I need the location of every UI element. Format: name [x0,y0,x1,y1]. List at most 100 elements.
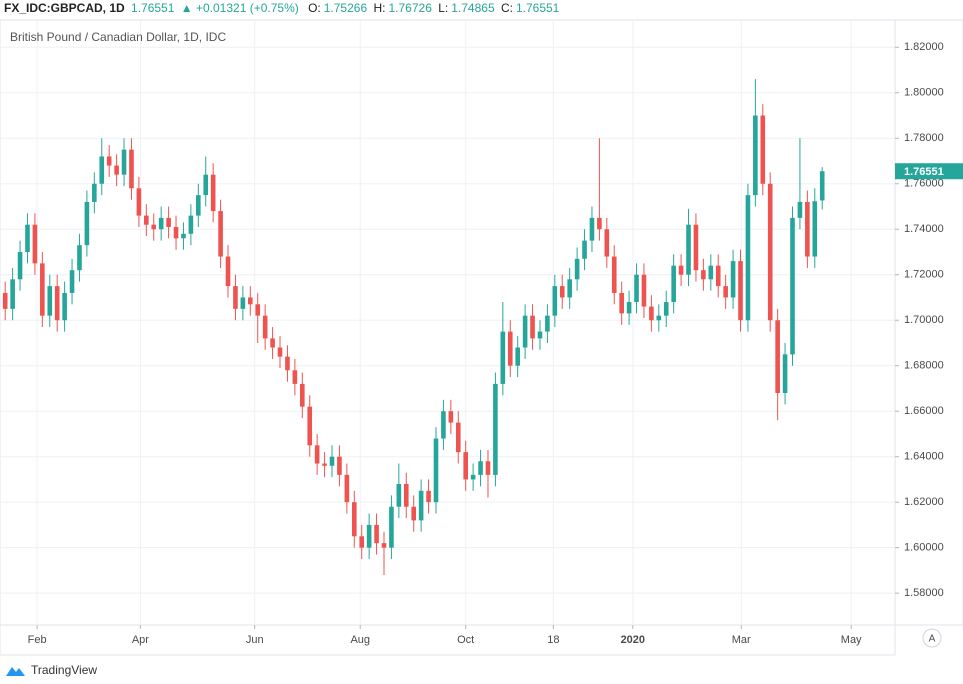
candle-body [819,171,825,201]
candle-body [775,320,780,394]
candle-body [567,279,572,298]
candle-body [240,297,246,309]
x-tick-label: Jun [246,634,264,646]
y-tick-label: 1.80000 [904,87,944,99]
candle-body [307,406,313,446]
candle-body [203,174,209,196]
candle-body [708,265,714,280]
candle-body [656,315,662,321]
candle-body [678,265,684,275]
candle-body [403,483,409,507]
symbol: FX_IDC:GBPCAD, 1D [4,1,125,15]
x-tick-label: Oct [457,634,474,646]
y-tick-label: 1.64000 [904,451,944,463]
candle-body [418,490,424,521]
candle-body [478,461,483,475]
candle-body [299,383,305,407]
candle-body [738,261,743,321]
candle-body [233,286,238,309]
candle-body [344,474,350,503]
candle-body [805,201,810,257]
candle-body [626,302,632,314]
candle-body [136,188,142,216]
candle-body [500,331,506,384]
candle-body [619,292,624,314]
y-tick-label: 1.74000 [904,223,944,235]
candle-body [84,201,90,246]
y-tick-label: 1.58000 [904,587,944,599]
plot-area [0,19,896,626]
candle-body [552,286,558,316]
open-value: 1.75266 [323,1,368,15]
candle-body [686,224,691,275]
candle-body [99,156,105,184]
candle-body [337,456,342,475]
y-tick-label: 1.68000 [904,360,944,372]
close-value: 1.76551 [515,1,560,15]
candle-body [32,224,38,264]
candle-body [812,201,818,257]
chart-subtitle: British Pound / Canadian Dollar, 1D, IDC [10,30,226,44]
candle-body [158,217,164,230]
candle-body [559,286,565,298]
candle-body [485,461,491,475]
brand-name[interactable]: TradingView [31,663,97,677]
y-tick-label: 1.62000 [904,496,944,508]
candle-body [463,452,468,480]
candle-body [649,306,654,321]
candle-body [433,438,439,503]
brand-logo[interactable] [6,667,25,676]
candle-body [389,506,394,548]
candle-body [173,226,179,239]
candle-body [545,315,550,332]
candle-body [225,256,231,287]
candle-body [611,256,617,293]
candle-body [270,338,275,348]
x-tick-label: Aug [350,634,370,646]
candle-body [40,263,45,316]
candle-body [210,174,216,212]
candle-body [671,265,676,303]
x-tick-label: Feb [28,634,47,646]
y-tick-label: 1.72000 [904,269,944,281]
low-label: L: [438,1,449,15]
candle-body [366,524,372,548]
candle-body [248,297,253,305]
candle-body [634,274,639,303]
candle-body [314,445,320,464]
candle-body [723,286,728,298]
candle-body [701,270,706,280]
x-tick-label: Mar [732,634,751,646]
candle-body [218,211,223,257]
y-tick-label: 1.66000 [904,405,944,417]
candle-body [106,156,112,166]
candle-body [663,302,669,316]
candle-body [255,304,261,316]
candle-body [2,292,8,309]
x-tick-label: 2020 [621,634,645,646]
y-tick-label: 1.70000 [904,314,944,326]
high-value: 1.76726 [388,1,432,15]
candle-body [693,224,699,271]
candle-body [17,251,23,280]
candle-body [381,543,387,548]
candle-body [574,258,580,280]
candle-body [188,215,194,234]
auto-scale-button[interactable] [922,628,942,648]
y-tick-label: 1.60000 [904,542,944,554]
candle-body [92,183,97,202]
candle-body [790,217,795,355]
candle-body [448,411,454,423]
price-axis [894,19,963,626]
candle-body [522,315,528,348]
candle-body [47,286,53,316]
candle-body [470,474,476,480]
candle-body [396,483,402,507]
x-tick-label: 18 [547,634,559,646]
candle-body [166,217,171,227]
candle-body [292,370,298,384]
candle-body [715,265,721,287]
open-label: O: [308,1,321,15]
auto-scale-label[interactable]: A [929,634,936,645]
